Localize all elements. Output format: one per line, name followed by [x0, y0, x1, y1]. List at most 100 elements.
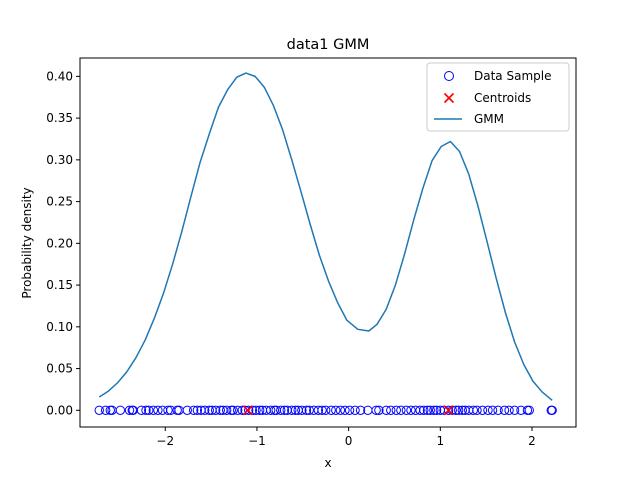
data-sample-point [153, 405, 163, 415]
data-sample-point [396, 405, 406, 415]
y-tick-label: 0.25 [46, 195, 73, 209]
legend: Data Sample Centroids GMM [426, 62, 570, 132]
data-sample-point [504, 405, 514, 415]
data-sample-point [477, 405, 488, 415]
data-sample-point [350, 405, 360, 415]
data-sample-point [290, 405, 301, 415]
data-sample-point [199, 405, 210, 415]
data-sample-point [483, 405, 493, 415]
data-sample-point [487, 405, 498, 415]
data-sample-point [266, 405, 276, 415]
centroid-marker-stroke [443, 405, 454, 416]
data-sample-point [94, 405, 104, 415]
data-sample-point [100, 405, 111, 415]
y-tick-label: 0.00 [46, 403, 73, 417]
centroid-marker-stroke [242, 405, 253, 416]
y-axis-label: Probability density [20, 187, 34, 298]
data-sample-point [115, 405, 126, 415]
data-sample-point [335, 405, 346, 415]
data-sample-point [493, 405, 503, 415]
data-sample-point [371, 405, 381, 415]
data-sample-point [251, 405, 261, 415]
data-sample-point [221, 405, 232, 415]
x-tick-label: −1 [248, 434, 266, 448]
data-sample-point [429, 405, 439, 415]
y-tick-label: 0.20 [46, 236, 73, 250]
data-sample-point [443, 405, 454, 415]
data-sample-point [255, 405, 265, 415]
data-sample-point [144, 405, 154, 415]
x-tick-label: −2 [156, 434, 174, 448]
data-sample-point [192, 405, 203, 415]
y-tick-label: 0.30 [46, 153, 73, 167]
data-sample-point [340, 405, 350, 415]
data-sample-point [472, 405, 482, 415]
data-sample-point [524, 405, 534, 415]
legend-centroids-label: Centroids [474, 91, 531, 105]
data-sample-point [204, 405, 214, 415]
data-sample-point [401, 405, 412, 415]
data-sample-point [237, 405, 247, 415]
centroid-marker [242, 405, 253, 416]
data-sample-point [406, 405, 416, 415]
y-tick-label: 0.10 [46, 320, 73, 334]
data-sample-point [374, 405, 384, 415]
data-sample-point [457, 405, 468, 415]
data-sample-point [468, 405, 479, 415]
data-sample-point [163, 405, 173, 415]
data-sample-point [124, 405, 135, 415]
data-sample-point [297, 405, 307, 415]
data-sample-point [279, 405, 290, 415]
data-sample-point [317, 405, 327, 415]
x-tick-label: 2 [528, 434, 536, 448]
data-sample-point [210, 405, 221, 415]
y-tick-label: 0.35 [46, 111, 73, 125]
data-sample-point [425, 405, 435, 415]
y-tick-label: 0.40 [46, 69, 73, 83]
data-sample-point [331, 405, 341, 415]
data-sample-point [215, 405, 225, 415]
data-sample-point [419, 405, 429, 415]
data-sample-point [381, 405, 391, 415]
data-sample-point [141, 405, 151, 415]
legend-gmm-label: GMM [474, 112, 504, 126]
legend-box [426, 62, 570, 132]
data-sample-point [313, 405, 324, 415]
data-sample-point [451, 405, 461, 415]
x-tick-label: 0 [345, 434, 353, 448]
x-axis: −2 −1 0 1 2 [156, 427, 536, 448]
legend-data-sample-label: Data Sample [474, 69, 551, 83]
data-sample-point [148, 405, 159, 415]
data-sample-point [287, 405, 297, 415]
data-sample-point [386, 405, 396, 415]
data-sample-point [355, 405, 366, 415]
legend-centroids-marker [443, 92, 455, 104]
data-sample-point [499, 405, 510, 415]
data-sample-point [509, 405, 520, 415]
data-sample-point [321, 405, 331, 415]
data-sample-point [304, 405, 314, 415]
x-axis-label: x [324, 456, 331, 470]
data-sample-point [391, 405, 401, 415]
data-sample-point [240, 405, 250, 415]
data-sample-point [228, 405, 238, 415]
data-sample-point [188, 405, 199, 415]
data-sample-point [301, 405, 312, 415]
data-sample-point [344, 405, 355, 415]
data-sample-point [431, 405, 442, 415]
x-tick-label: 1 [436, 434, 444, 448]
y-tick-label: 0.15 [46, 278, 73, 292]
data-sample-point [136, 405, 147, 415]
y-tick-label: 0.05 [46, 362, 73, 376]
data-sample-point [244, 405, 254, 415]
data-sample-point [453, 405, 464, 415]
data-sample-point [415, 405, 425, 415]
data-sample-point [547, 405, 557, 415]
gmm-density-line [98, 72, 553, 401]
plot-area [94, 72, 557, 416]
data-sample-point [422, 405, 433, 415]
axes-frame [79, 57, 577, 428]
centroid-marker [443, 405, 454, 416]
chart-title: data1 GMM [287, 37, 370, 53]
